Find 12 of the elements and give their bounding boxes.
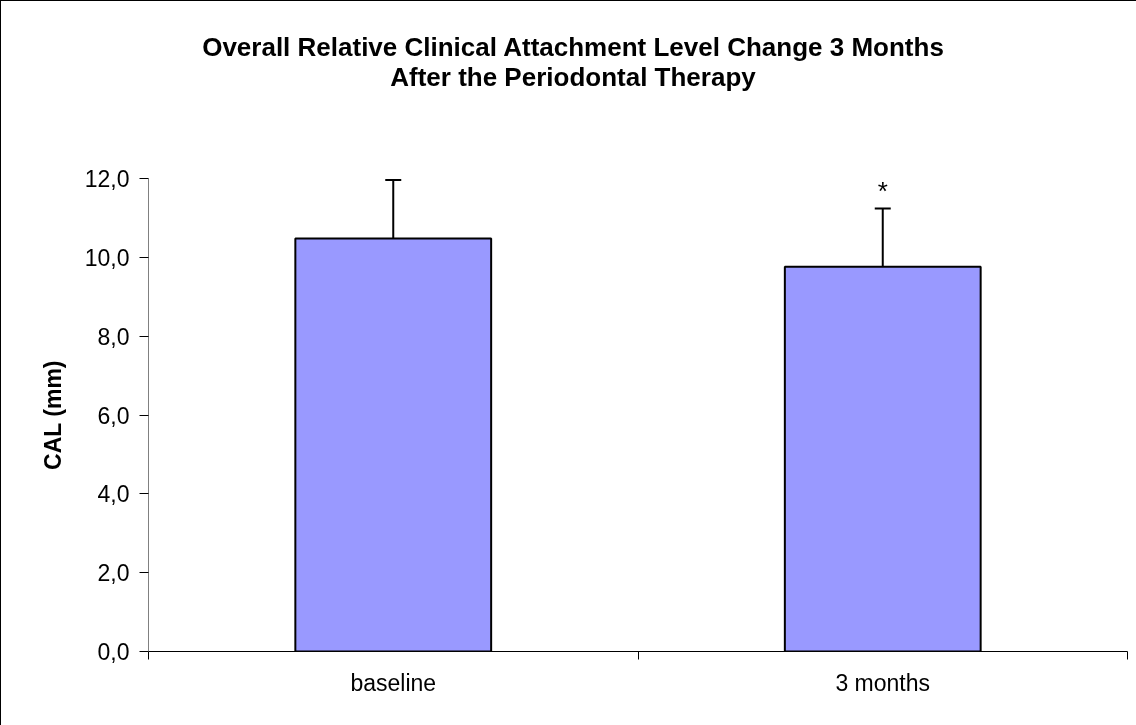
x-tick-label: baseline: [350, 669, 437, 696]
y-tick-label: 8,0: [97, 323, 130, 350]
annotation: *: [877, 176, 888, 207]
y-tick-label: 2,0: [97, 560, 130, 587]
y-tick-label: 12,0: [84, 166, 130, 192]
y-tick-label: 4,0: [97, 481, 130, 508]
y-axis-title: CAL (mm): [39, 360, 66, 470]
chart-title: Overall Relative Clinical Attachment Level Change 3 Months After the Periodontal Therapy: [202, 32, 944, 92]
y-tick-label: 0,0: [97, 639, 130, 665]
x-tick-label: 3 months: [835, 669, 931, 696]
y-tick-label: 6,0: [97, 402, 130, 429]
y-tick-label: 10,0: [84, 244, 130, 271]
